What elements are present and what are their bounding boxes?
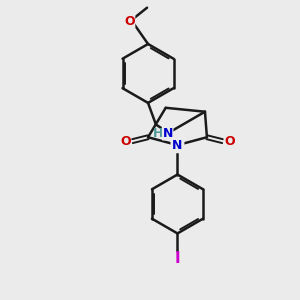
Text: N: N [163,127,173,140]
Text: O: O [224,135,235,148]
Text: N: N [172,139,183,152]
Text: N: N [172,139,183,152]
Text: I: I [175,251,180,266]
Text: O: O [120,135,131,148]
Text: H: H [153,127,163,140]
Text: O: O [124,15,135,28]
Text: N: N [172,139,183,152]
